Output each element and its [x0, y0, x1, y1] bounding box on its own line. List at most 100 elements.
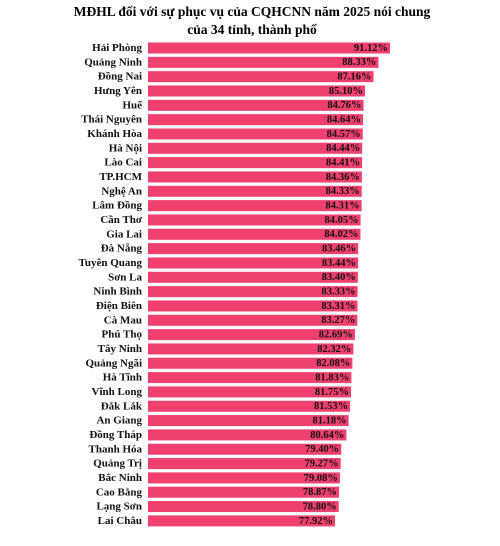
bar [148, 458, 341, 470]
value-label: 84.33% [326, 186, 360, 197]
value-label: 81.75% [315, 387, 349, 398]
category-label: Thái Nguyên [81, 114, 142, 126]
value-label: 83.33% [321, 287, 355, 298]
bar [148, 271, 358, 283]
category-label: Lai Châu [98, 515, 142, 527]
bar [148, 400, 351, 412]
bar [148, 142, 363, 154]
category-label: TP.HCM [99, 171, 142, 183]
bar [148, 71, 374, 83]
value-label: 84.44% [326, 143, 360, 154]
category-label: Lào Cai [104, 157, 142, 169]
value-label: 83.40% [322, 272, 356, 283]
value-label: 80.64% [310, 430, 344, 441]
category-label: Tuyên Quang [79, 257, 143, 269]
category-label: Quảng Ninh [84, 56, 142, 68]
value-label: 81.53% [314, 401, 348, 412]
category-label: Đà Nẵng [101, 243, 143, 255]
value-label: 84.36% [326, 172, 360, 183]
value-label: 84.64% [327, 115, 361, 126]
value-label: 79.40% [305, 444, 339, 455]
value-label: 84.57% [327, 129, 361, 140]
category-label: Điện Biên [96, 300, 142, 312]
value-label: 91.12% [354, 43, 388, 54]
value-label: 82.08% [316, 358, 350, 369]
category-label: Nghệ An [101, 185, 142, 197]
bar [148, 214, 361, 226]
bar [148, 171, 362, 183]
value-label: 87.16% [337, 72, 371, 83]
value-label: 84.05% [324, 215, 358, 226]
value-label: 83.46% [322, 244, 356, 255]
category-label: Hà Tĩnh [103, 372, 142, 384]
bar [148, 99, 364, 111]
bar [148, 357, 353, 369]
category-label: Bắc Ninh [98, 472, 142, 484]
category-label: Tây Ninh [98, 343, 142, 355]
value-label: 83.27% [321, 315, 355, 326]
value-label: 81.83% [315, 372, 349, 383]
category-label: Hưng Yên [94, 85, 142, 97]
category-label: Phú Thọ [102, 329, 143, 341]
category-label: Cần Thơ [100, 214, 143, 226]
category-label: Lâm Đồng [92, 200, 142, 212]
value-label: 77.92% [299, 516, 333, 527]
bar [148, 314, 358, 326]
bar [148, 286, 358, 298]
bar [148, 415, 349, 427]
bar [148, 42, 391, 54]
bar [148, 343, 354, 355]
category-label: Lạng Sơn [96, 501, 142, 513]
value-label: 79.27% [305, 458, 339, 469]
category-label: Gia Lai [106, 228, 142, 240]
value-label: 83.31% [321, 301, 355, 312]
bar [148, 501, 339, 513]
value-label: 82.69% [319, 330, 353, 341]
category-label: Quảng Ngãi [85, 357, 142, 369]
bar [148, 329, 355, 341]
bar [148, 429, 347, 441]
category-label: Vĩnh Long [92, 386, 143, 398]
value-label: 88.33% [342, 57, 376, 68]
bar [148, 128, 363, 140]
category-label: Đồng Tháp [89, 429, 142, 441]
category-label: Huế [122, 99, 143, 111]
value-label: 84.31% [326, 201, 360, 212]
category-label: Hà Nội [109, 142, 142, 154]
value-label: 85.10% [329, 86, 363, 97]
bar [148, 85, 365, 97]
category-label: Đắk Lắk [101, 400, 143, 412]
bar [148, 257, 359, 269]
bar [148, 386, 352, 398]
category-label: Sơn La [108, 271, 142, 283]
value-label: 79.08% [304, 473, 338, 484]
bar [148, 300, 358, 312]
category-label: Ninh Bình [93, 286, 142, 298]
value-label: 84.41% [326, 158, 360, 169]
bar [148, 228, 361, 240]
value-label: 78.80% [303, 501, 337, 512]
category-label: An Giang [96, 415, 142, 427]
bar [148, 56, 379, 68]
bar [148, 157, 363, 169]
bar [148, 114, 364, 126]
category-label: Quảng Trị [93, 458, 142, 470]
bar [148, 472, 340, 484]
value-label: 83.44% [322, 258, 356, 269]
category-label: Đồng Nai [98, 71, 142, 83]
value-label: 84.76% [327, 100, 361, 111]
bar [148, 486, 340, 498]
category-label: Cao Bằng [96, 486, 143, 498]
bar [148, 185, 362, 197]
category-label: Cà Mau [104, 314, 142, 326]
category-label: Khánh Hòa [87, 128, 142, 140]
value-label: 81.18% [313, 415, 347, 426]
bar [148, 515, 336, 527]
bar [148, 243, 359, 255]
bar [148, 443, 342, 455]
chart-title: của 34 tỉnh, thành phố [187, 22, 317, 37]
chart-title: MĐHL đối với sự phục vụ của CQHCNN năm 2… [74, 4, 431, 19]
bar [148, 372, 352, 384]
value-label: 78.87% [303, 487, 337, 498]
